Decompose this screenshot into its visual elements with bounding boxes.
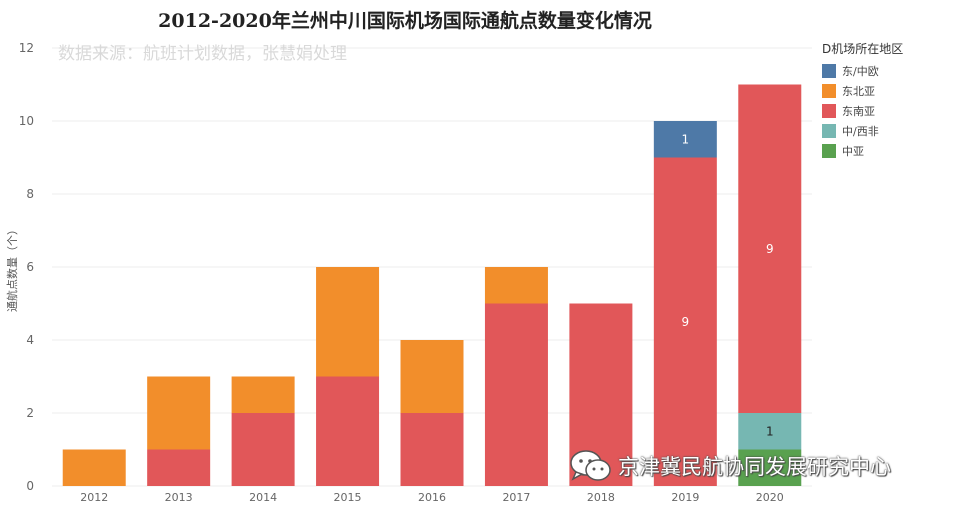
legend-swatch bbox=[822, 124, 836, 138]
bar-segment bbox=[316, 376, 380, 486]
y-axis-ticks: 0 2 4 6 8 10 12 bbox=[19, 41, 34, 493]
bar-segment bbox=[653, 121, 717, 158]
legend-label: 东/中欧 bbox=[842, 65, 879, 78]
bar-data-labels: 9 1 1 9 bbox=[682, 132, 774, 438]
y-tick-label: 4 bbox=[26, 333, 34, 347]
y-tick-label: 2 bbox=[26, 406, 34, 420]
legend-items: 东/中欧东北亚东南亚中/西非中亚 bbox=[822, 61, 958, 161]
y-tick-label: 12 bbox=[19, 41, 34, 55]
bar-segment bbox=[400, 413, 464, 486]
bar-data-label: 1 bbox=[682, 132, 690, 146]
legend-swatch bbox=[822, 64, 836, 78]
watermark-text: 京津冀民航协同发展研究中心 bbox=[618, 455, 891, 479]
bar-segment bbox=[738, 413, 802, 450]
chart-title: 2012-2020年兰州中川国际机场国际通航点数量变化情况 bbox=[158, 10, 652, 32]
y-tick-label: 10 bbox=[19, 114, 34, 128]
x-tick-label: 2019 bbox=[671, 491, 699, 504]
bar-data-label: 1 bbox=[766, 424, 774, 438]
bar-segment bbox=[738, 84, 802, 413]
bar-segment bbox=[316, 267, 380, 377]
y-tick-label: 8 bbox=[26, 187, 34, 201]
legend-label: 中/西非 bbox=[842, 125, 879, 138]
bar-data-label: 9 bbox=[766, 242, 774, 256]
x-tick-label: 2013 bbox=[165, 491, 193, 504]
legend-item: 东北亚 bbox=[822, 81, 958, 101]
watermark: 京津冀民航协同发展研究中心 bbox=[568, 448, 891, 484]
x-tick-label: 2012 bbox=[80, 491, 108, 504]
bars bbox=[62, 84, 802, 486]
legend-label: 东南亚 bbox=[842, 105, 875, 118]
legend-item: 中/西非 bbox=[822, 121, 958, 141]
chart-subtitle: 数据来源：航班计划数据，张慧娟处理 bbox=[58, 44, 347, 64]
x-axis-ticks: 2012 2013 2014 2015 2016 2017 2018 2019 2020 bbox=[80, 491, 784, 504]
x-tick-label: 2014 bbox=[249, 491, 277, 504]
legend-item: 中亚 bbox=[822, 141, 958, 161]
y-axis-label: 通航点数量（个） bbox=[5, 224, 19, 312]
legend-label: 东北亚 bbox=[842, 85, 875, 98]
y-tick-label: 6 bbox=[26, 260, 34, 274]
bar-segment bbox=[484, 303, 548, 486]
x-tick-label: 2015 bbox=[334, 491, 362, 504]
wechat-icon bbox=[570, 450, 611, 481]
bar-segment bbox=[62, 449, 126, 486]
x-tick-label: 2017 bbox=[502, 491, 530, 504]
y-tick-label: 0 bbox=[26, 479, 34, 493]
bar-segment bbox=[147, 449, 211, 486]
bar-segment bbox=[400, 340, 464, 413]
legend-item: 东南亚 bbox=[822, 101, 958, 121]
legend-swatch bbox=[822, 144, 836, 158]
legend-title: D机场所在地区 bbox=[822, 42, 904, 56]
x-tick-label: 2016 bbox=[418, 491, 446, 504]
legend: D机场所在地区 东/中欧东北亚东南亚中/西非中亚 bbox=[822, 40, 958, 161]
legend-swatch bbox=[822, 104, 836, 118]
bar-segment bbox=[231, 376, 295, 413]
bar-segment bbox=[484, 267, 548, 304]
bar-segment bbox=[231, 413, 295, 486]
bar-segment bbox=[738, 449, 802, 486]
bar-segment bbox=[147, 376, 211, 450]
legend-swatch bbox=[822, 84, 836, 98]
legend-label: 中亚 bbox=[842, 145, 864, 158]
x-tick-label: 2020 bbox=[756, 491, 784, 504]
bar-segment bbox=[653, 157, 717, 486]
x-tick-label: 2018 bbox=[587, 491, 615, 504]
bar-data-label: 9 bbox=[682, 315, 690, 329]
legend-item: 东/中欧 bbox=[822, 61, 958, 81]
